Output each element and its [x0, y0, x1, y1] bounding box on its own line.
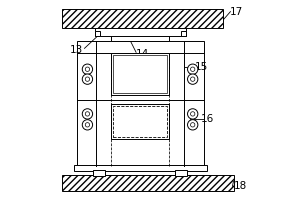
Text: 18: 18: [234, 181, 247, 191]
Bar: [111, 53, 169, 95]
Circle shape: [188, 109, 198, 119]
Bar: [93, 170, 105, 176]
Circle shape: [85, 77, 90, 81]
Circle shape: [190, 77, 195, 81]
Circle shape: [82, 74, 93, 84]
Bar: [113, 106, 167, 137]
Text: 16: 16: [201, 114, 214, 124]
Circle shape: [82, 120, 93, 130]
Circle shape: [85, 112, 90, 116]
Circle shape: [188, 74, 198, 84]
Bar: [111, 28, 169, 41]
Bar: [113, 55, 167, 93]
Bar: [61, 9, 224, 28]
Circle shape: [190, 112, 195, 116]
Bar: [95, 28, 186, 36]
Circle shape: [82, 109, 93, 119]
Bar: [175, 170, 187, 176]
Circle shape: [85, 123, 90, 127]
Bar: [95, 31, 100, 36]
Circle shape: [190, 67, 195, 71]
Circle shape: [190, 123, 195, 127]
Circle shape: [188, 120, 198, 130]
Circle shape: [85, 67, 90, 71]
Bar: [111, 104, 169, 139]
Bar: [61, 175, 234, 191]
Text: 13: 13: [70, 45, 83, 55]
Text: 17: 17: [230, 7, 243, 17]
Bar: [61, 9, 224, 28]
Bar: [61, 175, 234, 191]
Circle shape: [82, 64, 93, 74]
Text: 14: 14: [135, 49, 149, 59]
Text: 15: 15: [195, 62, 208, 72]
Bar: [76, 41, 204, 166]
Bar: [181, 31, 186, 36]
Circle shape: [188, 64, 198, 74]
Bar: [74, 165, 207, 171]
